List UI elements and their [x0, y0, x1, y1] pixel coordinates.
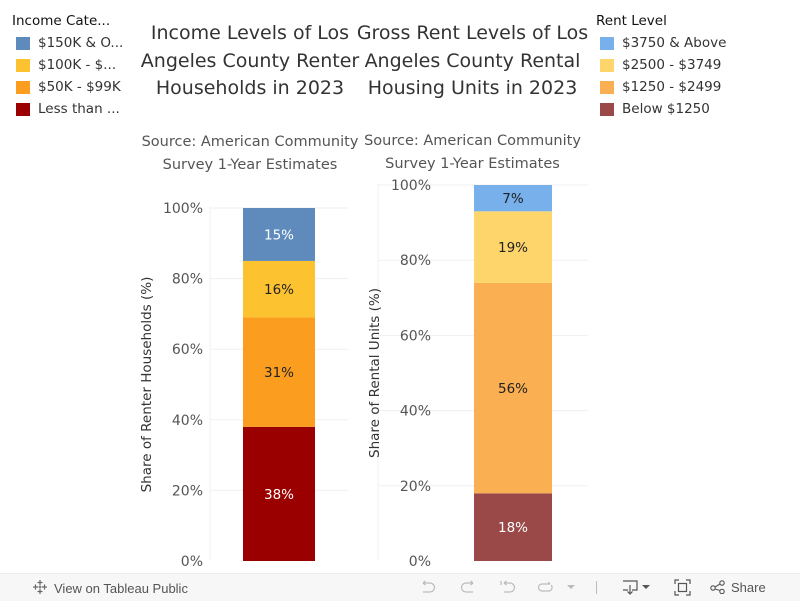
rent-y-axis-title: Share of Rental Units (%) — [367, 288, 383, 458]
income-data-label: 38% — [264, 487, 294, 503]
legend-swatch — [16, 58, 30, 72]
toolbar-divider — [596, 581, 597, 594]
revert-button[interactable] — [497, 578, 519, 596]
chart-title-rent: Gross Rent Levels of Los Angeles County … — [356, 22, 589, 99]
rent-bar-segment — [474, 185, 552, 212]
rent-data-label: 7% — [502, 191, 524, 207]
legend-swatch — [600, 80, 614, 94]
income-bar-segment — [243, 317, 315, 427]
rent-y-tick-label: 100% — [391, 178, 431, 194]
undo-button[interactable] — [417, 578, 439, 596]
legend-label: $3750 & Above — [622, 35, 727, 51]
income-y-tick-label: 60% — [172, 342, 203, 358]
income-bar-segment — [243, 426, 315, 561]
chart-title-income: Income Levels of Los Angeles County Rent… — [140, 22, 360, 99]
chart-subtitle-income: Source: American Community Survey 1-Year… — [141, 134, 359, 173]
legend-item[interactable]: $50K - $99K — [12, 76, 123, 98]
fullscreen-button[interactable] — [672, 578, 692, 596]
rent-data-label: 56% — [498, 381, 528, 397]
rent-bar-segment — [474, 282, 552, 494]
legend-swatch — [600, 102, 614, 116]
income-bar-segment — [243, 208, 315, 261]
legend-swatch — [600, 58, 614, 72]
income-bar-segment — [243, 260, 315, 318]
income-y-tick-label: 0% — [181, 554, 203, 570]
redo-button[interactable] — [457, 578, 479, 596]
legend-label: $1250 - $2499 — [622, 79, 722, 95]
rent-bar-segment — [474, 211, 552, 283]
refresh-icon — [537, 580, 555, 594]
rent-y-tick-label: 80% — [400, 253, 431, 269]
share-button[interactable]: Share — [710, 578, 770, 596]
legend-rent-title: Rent Level — [596, 13, 667, 29]
legend-item[interactable]: Less than ... — [12, 98, 123, 120]
legend-label: $50K - $99K — [38, 79, 121, 95]
refresh-button[interactable] — [535, 578, 557, 596]
view-on-tableau-public-label: View on Tableau Public — [54, 581, 188, 596]
legend-swatch — [600, 36, 614, 50]
rent-y-tick-label: 20% — [400, 479, 431, 495]
legend-item[interactable]: $2500 - $3749 — [596, 54, 726, 76]
legend-label: Below $1250 — [622, 101, 710, 117]
income-y-tick-label: 80% — [172, 272, 203, 288]
dropdown-icon — [566, 583, 576, 591]
income-data-label: 15% — [264, 227, 294, 243]
income-data-label: 31% — [264, 365, 294, 381]
undo-icon — [419, 580, 437, 594]
legend-swatch — [16, 102, 30, 116]
legend-income: Income Cate... $150K & O... $100K - $...… — [12, 13, 123, 120]
revert-icon — [499, 580, 517, 594]
tableau-logo-icon — [32, 579, 48, 598]
redo-icon — [459, 580, 477, 594]
income-y-axis-title: Share of Renter Households (%) — [139, 277, 155, 493]
rent-data-label: 18% — [498, 520, 528, 536]
legend-item[interactable]: Below $1250 — [596, 98, 726, 120]
charts-canvas: 0% 20% 40% 60% 80% 100% Share of Renter Househ… — [139, 178, 588, 570]
legend-item[interactable]: $3750 & Above — [596, 32, 726, 54]
income-y-tick-label: 100% — [163, 201, 203, 217]
income-data-label: 16% — [264, 282, 294, 298]
legend-label: Less than ... — [38, 101, 120, 117]
fullscreen-icon — [673, 578, 691, 596]
view-on-tableau-public-link[interactable]: View on Tableau Public — [32, 579, 188, 598]
income-y-tick-label: 40% — [172, 413, 203, 429]
rent-bar-segment — [474, 493, 552, 561]
share-label: Share — [731, 579, 766, 595]
refresh-dropdown-button[interactable] — [564, 578, 578, 596]
legend-item[interactable]: $150K & O... — [12, 32, 123, 54]
legend-income-title: Income Cate... — [12, 13, 111, 29]
rent-y-tick-label: 40% — [400, 404, 431, 420]
legend-swatch — [16, 80, 30, 94]
tableau-toolbar: View on Tableau Public — [0, 573, 800, 601]
rent-y-tick-label: 0% — [409, 554, 431, 570]
legend-swatch — [16, 36, 30, 50]
legend-rent: Rent Level $3750 & Above $2500 - $3749 $… — [596, 13, 726, 120]
legend-item[interactable]: $1250 - $2499 — [596, 76, 726, 98]
chart-subtitle-rent: Source: American Community Survey 1-Year… — [364, 133, 581, 172]
legend-label: $150K & O... — [38, 35, 124, 51]
share-icon — [710, 580, 726, 594]
rent-y-tick-label: 60% — [400, 328, 431, 344]
legend-item[interactable]: $100K - $... — [12, 54, 123, 76]
download-button[interactable] — [620, 578, 652, 596]
income-y-tick-label: 20% — [172, 483, 203, 499]
legend-label: $2500 - $3749 — [622, 57, 722, 73]
legend-label: $100K - $... — [38, 57, 117, 73]
download-icon — [621, 579, 651, 595]
rent-data-label: 19% — [498, 240, 528, 256]
